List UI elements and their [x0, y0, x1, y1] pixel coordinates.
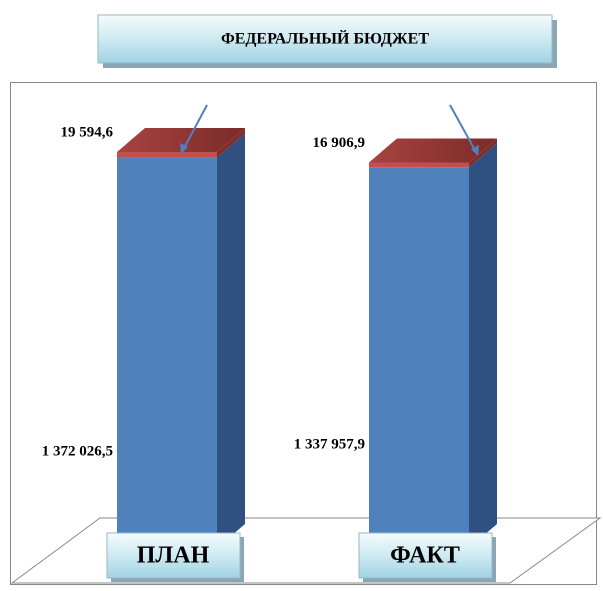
- bar-segment: [117, 128, 245, 158]
- arrow-head: [471, 145, 479, 156]
- floor: [10, 517, 602, 584]
- data-label: 1 372 026,5: [42, 443, 113, 459]
- bar-segment: [369, 138, 497, 168]
- bar-segment: [369, 143, 497, 548]
- bar-front: [369, 162, 469, 168]
- bar-top: [369, 138, 497, 163]
- x-tick-label: ПЛАН: [137, 543, 210, 569]
- chart-title: ФЕДЕРАЛЬНЫЙ БЮДЖЕТ: [221, 29, 429, 48]
- arrow: [449, 104, 477, 153]
- plot-frame: [10, 82, 597, 585]
- bar-front: [117, 152, 217, 158]
- data-label: 16 906,9: [313, 135, 366, 151]
- category-box: [106, 532, 241, 579]
- bar-side: [217, 133, 245, 548]
- bar-segment: [117, 133, 245, 548]
- data-label: 1 337 957,9: [294, 436, 365, 452]
- data-label: 19 594,6: [61, 124, 114, 140]
- arrow: [182, 104, 208, 151]
- arrow-head: [180, 143, 188, 154]
- bar-side: [217, 128, 245, 158]
- bars: 1 372 026,5 19 594,6 1 337 957,9 16 906,9: [42, 124, 497, 548]
- category-box: [358, 532, 493, 579]
- bar-front: [117, 157, 217, 548]
- bar-side: [469, 138, 497, 168]
- title-box: [97, 14, 553, 64]
- category-labels: ПЛАН ФАКТ: [106, 532, 496, 582]
- bar-side: [469, 143, 497, 548]
- bar-front: [369, 167, 469, 548]
- bar-top: [117, 128, 245, 152]
- x-tick-label: ФАКТ: [390, 543, 460, 569]
